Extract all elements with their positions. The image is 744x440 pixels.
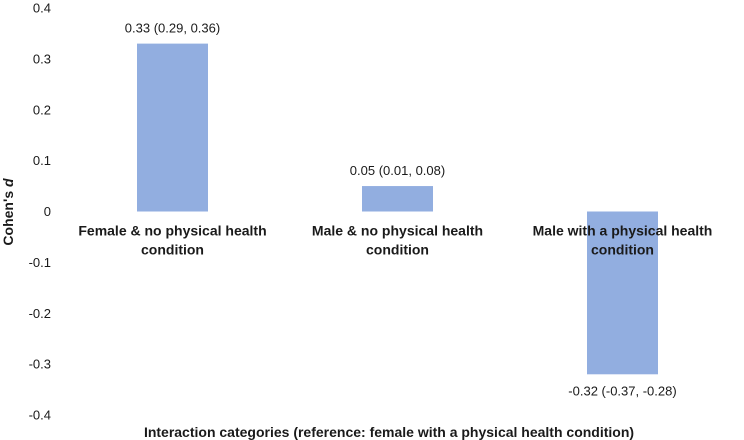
category-label: condition	[141, 242, 204, 258]
y-tick-label: -0.1	[29, 255, 51, 270]
bar	[587, 211, 658, 375]
y-tick-label: 0.1	[33, 153, 51, 168]
bar	[137, 43, 208, 212]
category-label: condition	[591, 242, 654, 258]
y-tick-label: 0.3	[33, 51, 51, 66]
y-axis-title-italic: d	[0, 178, 16, 187]
y-tick-label: -0.4	[29, 408, 51, 423]
data-labels: 0.33 (0.29, 0.36) 0.05 (0.01, 0.08) -0.32 …	[125, 21, 677, 399]
data-label: 0.33 (0.29, 0.36)	[125, 21, 220, 36]
category-labels: Female & no physical health condition Male…	[78, 223, 712, 258]
y-tick-label: 0	[44, 204, 51, 219]
category-label: condition	[366, 242, 429, 258]
category-label: Male & no physical health	[312, 223, 483, 239]
y-tick-label: -0.3	[29, 357, 51, 372]
bar	[362, 186, 433, 212]
category-label: Male with a physical health	[533, 223, 713, 239]
y-axis-title-prefix: Cohen's	[0, 187, 16, 246]
y-axis-title: Cohen's d	[0, 178, 16, 246]
y-tick-label: -0.2	[29, 306, 51, 321]
data-label: 0.05 (0.01, 0.08)	[350, 163, 445, 178]
y-tick-label: 0.2	[33, 102, 51, 117]
x-axis-title: Interaction categories (reference: femal…	[144, 424, 634, 440]
category-label: Female & no physical health	[78, 223, 266, 239]
bars	[137, 43, 658, 375]
y-axis-ticks: 0.4 0.3 0.2 0.1 0 -0.1 -0.2 -0.3 -0.4	[29, 1, 51, 423]
data-label: -0.32 (-0.37, -0.28)	[568, 383, 676, 398]
y-tick-label: 0.4	[33, 1, 51, 16]
